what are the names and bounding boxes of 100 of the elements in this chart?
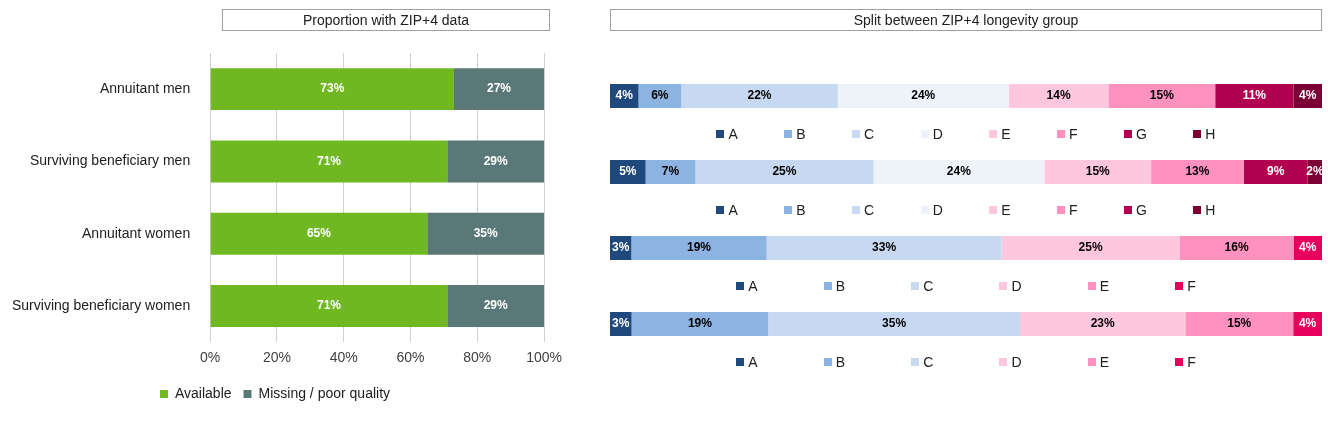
chart-title: Proportion with ZIP+4 data xyxy=(222,9,550,31)
bar xyxy=(1001,236,1180,260)
legend-label: A xyxy=(748,354,758,370)
legend-label: E xyxy=(1001,126,1011,142)
x-tick-label: 60% xyxy=(396,349,425,366)
x-tick-label: 100% xyxy=(526,349,562,366)
legend-label: H xyxy=(1205,202,1216,218)
legend-label: D xyxy=(932,202,943,218)
y-tick-label: Surviving beneficiary women xyxy=(11,296,191,313)
bar xyxy=(427,212,545,255)
bar xyxy=(837,84,1009,108)
data-label: 22% xyxy=(747,88,772,103)
bar xyxy=(1179,236,1294,260)
data-label: 33% xyxy=(872,240,897,255)
data-label: 71% xyxy=(316,153,342,168)
bar xyxy=(631,312,769,336)
data-label: 23% xyxy=(1090,316,1115,331)
bar xyxy=(210,285,448,328)
y-tick-label: Annuitant men xyxy=(99,80,191,97)
legend-label: D xyxy=(932,126,943,142)
data-label: 15% xyxy=(1085,164,1111,179)
data-label: 24% xyxy=(911,88,936,103)
legend-label: F xyxy=(1069,126,1078,142)
bar xyxy=(1008,84,1109,108)
data-label: 65% xyxy=(306,226,332,241)
legend-label: E xyxy=(1099,278,1110,294)
bar xyxy=(1151,160,1244,184)
data-label: 3% xyxy=(612,240,630,255)
bar xyxy=(1185,312,1294,336)
bar xyxy=(447,285,545,328)
x-tick-label: 0% xyxy=(200,349,221,366)
legend-label: D xyxy=(1011,354,1022,370)
data-label: 6% xyxy=(651,88,669,103)
bar xyxy=(1019,312,1186,336)
legend-label: E xyxy=(1099,354,1110,370)
legend-label: A xyxy=(748,278,758,294)
data-label: 4% xyxy=(1298,316,1317,331)
legend-label: F xyxy=(1187,278,1196,294)
data-label: 73% xyxy=(320,81,345,96)
data-label: 15% xyxy=(1149,88,1175,103)
data-label: 5% xyxy=(619,164,637,179)
x-tick-label: 40% xyxy=(329,349,358,366)
bar xyxy=(210,140,448,183)
legend-label: B xyxy=(835,354,845,370)
legend-label: G xyxy=(1136,202,1147,218)
bar xyxy=(1215,84,1294,108)
legend-label: G xyxy=(1136,126,1147,142)
data-label: 25% xyxy=(772,164,797,179)
legend-label: C xyxy=(864,202,875,218)
data-label: 35% xyxy=(473,226,498,241)
data-label: 4% xyxy=(615,88,634,103)
legend-label: F xyxy=(1069,202,1078,218)
data-label: 29% xyxy=(483,153,509,168)
bar xyxy=(695,160,874,184)
bar xyxy=(873,160,1045,184)
data-label: 71% xyxy=(316,298,342,313)
legend-label: D xyxy=(1011,278,1022,294)
x-tick-label: 80% xyxy=(463,349,492,366)
bar xyxy=(1044,160,1152,184)
legend-label: C xyxy=(864,126,875,142)
data-label: 15% xyxy=(1227,316,1252,331)
legend-label: C xyxy=(923,278,934,294)
data-label: 19% xyxy=(686,240,712,255)
data-label: 19% xyxy=(687,316,713,331)
bar xyxy=(766,236,1002,260)
data-label: 16% xyxy=(1224,240,1249,255)
data-label: 13% xyxy=(1185,164,1210,179)
legend-label: E xyxy=(1001,202,1011,218)
legend-label: A xyxy=(728,126,738,142)
legend-label: C xyxy=(923,354,934,370)
data-label: 27% xyxy=(487,81,512,96)
legend-label: F xyxy=(1187,354,1196,370)
bar xyxy=(1108,84,1216,108)
bar xyxy=(768,312,1020,336)
data-label: 14% xyxy=(1046,88,1071,103)
bar xyxy=(631,236,767,260)
bar xyxy=(1243,160,1308,184)
data-label: 35% xyxy=(882,316,907,331)
bar xyxy=(681,84,838,108)
data-label: 25% xyxy=(1078,240,1103,255)
legend-label: A xyxy=(728,202,738,218)
bar xyxy=(210,68,454,111)
bar xyxy=(453,68,545,111)
legend-label: B xyxy=(835,278,845,294)
legend-label: B xyxy=(796,126,806,142)
bar xyxy=(447,140,545,183)
data-label: 24% xyxy=(946,164,972,179)
legend-label: Missing / poor quality xyxy=(258,384,391,401)
bar xyxy=(210,212,428,255)
legend-label: B xyxy=(796,202,806,218)
data-label: 29% xyxy=(483,298,509,313)
y-tick-label: Annuitant women xyxy=(82,224,191,241)
legend-label: H xyxy=(1205,126,1216,142)
data-label: 3% xyxy=(612,316,630,331)
data-label: 4% xyxy=(1299,88,1317,103)
data-label: 4% xyxy=(1299,240,1317,255)
data-label: 9% xyxy=(1267,164,1285,179)
chart-title: Split between ZIP+4 longevity group xyxy=(610,9,1322,31)
y-tick-label: Surviving beneficiary men xyxy=(29,152,191,169)
legend-label: Available xyxy=(174,384,232,401)
